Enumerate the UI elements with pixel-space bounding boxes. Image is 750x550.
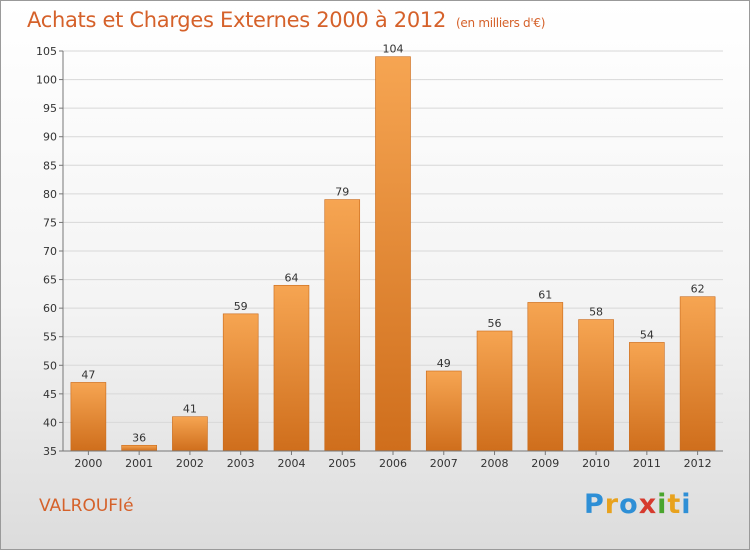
data-label: 64 — [284, 271, 298, 284]
x-tick-label: 2009 — [531, 457, 559, 470]
logo-letter: P — [584, 489, 605, 520]
y-tick-label: 65 — [43, 274, 57, 287]
x-tick-label: 2000 — [74, 457, 102, 470]
x-tick-label: 2004 — [277, 457, 305, 470]
data-label: 56 — [488, 317, 502, 330]
bars — [70, 56, 716, 452]
y-tick-label: 40 — [43, 416, 57, 429]
chart-subtitle: (en milliers d'€) — [456, 16, 546, 30]
commune-name: VALROUFIé — [39, 496, 134, 516]
data-label: 36 — [132, 431, 146, 444]
x-tick-label: 2011 — [633, 457, 661, 470]
data-label: 41 — [183, 403, 197, 416]
x-axis-ticks: 2000 2001 2002 2003 2004 2005 2006 2007 2008 2009… — [74, 451, 712, 470]
x-tick-label: 2001 — [125, 457, 153, 470]
y-tick-label: 35 — [43, 445, 57, 458]
y-tick-label: 45 — [43, 388, 57, 401]
data-label: 104 — [383, 43, 404, 56]
bar-2003 — [222, 313, 259, 452]
x-tick-label: 2002 — [176, 457, 204, 470]
y-tick-label: 60 — [43, 302, 57, 315]
x-tick-label: 2008 — [481, 457, 509, 470]
data-label: 58 — [589, 306, 603, 319]
bar-2010 — [578, 319, 614, 452]
data-label: 47 — [81, 368, 95, 381]
y-tick-label: 95 — [43, 102, 57, 115]
bar-2005 — [324, 199, 361, 452]
bar-2011 — [629, 342, 665, 452]
y-tick-label: 100 — [36, 74, 57, 87]
logo-letter: o — [619, 489, 639, 520]
data-label: 59 — [234, 300, 248, 313]
bar-2006 — [375, 56, 411, 452]
y-tick-label: 50 — [43, 359, 57, 372]
y-tick-label: 85 — [43, 159, 57, 172]
x-tick-label: 2010 — [582, 457, 610, 470]
y-tick-label: 80 — [43, 188, 57, 201]
data-label: 62 — [691, 283, 705, 296]
chart-title: Achats et Charges Externes 2000 à 2012 (e… — [27, 8, 545, 32]
y-tick-label: 75 — [43, 216, 57, 229]
logo-letter: t — [667, 489, 682, 520]
x-tick-label: 2006 — [379, 457, 407, 470]
bar-2009 — [527, 302, 564, 452]
y-tick-label: 90 — [43, 131, 57, 144]
y-tick-label: 70 — [43, 245, 57, 258]
bar-2004 — [273, 284, 310, 452]
logo-letter: x — [638, 489, 658, 520]
y-axis-ticks: 35 40 45 50 55 60 65 70 75 80 85 90 95 100 105 — [36, 45, 63, 458]
x-tick-label: 2012 — [684, 457, 712, 470]
logo-letter: i — [681, 489, 692, 520]
data-labels: 47 36 41 59 64 79 104 49 56 61 58 54 62 — [81, 43, 704, 445]
x-tick-label: 2007 — [430, 457, 458, 470]
data-label: 54 — [640, 328, 654, 341]
logo-letter: r — [604, 489, 620, 520]
x-tick-label: 2003 — [227, 457, 255, 470]
chart-title-text: Achats et Charges Externes 2000 à 2012 — [27, 8, 447, 32]
y-tick-label: 55 — [43, 331, 57, 344]
x-tick-label: 2005 — [328, 457, 356, 470]
bar-2001 — [121, 444, 157, 452]
data-label: 49 — [437, 357, 451, 370]
bar-2000 — [70, 382, 107, 452]
bar-2008 — [476, 330, 513, 452]
y-tick-label: 105 — [36, 45, 57, 58]
bar-2012 — [679, 296, 716, 452]
logo-letter: i — [657, 489, 668, 520]
data-label: 61 — [538, 288, 552, 301]
bar-2002 — [172, 416, 208, 452]
data-label: 79 — [335, 186, 349, 199]
proxiti-logo: Proxiti — [584, 489, 692, 520]
bar-2007 — [425, 370, 462, 452]
